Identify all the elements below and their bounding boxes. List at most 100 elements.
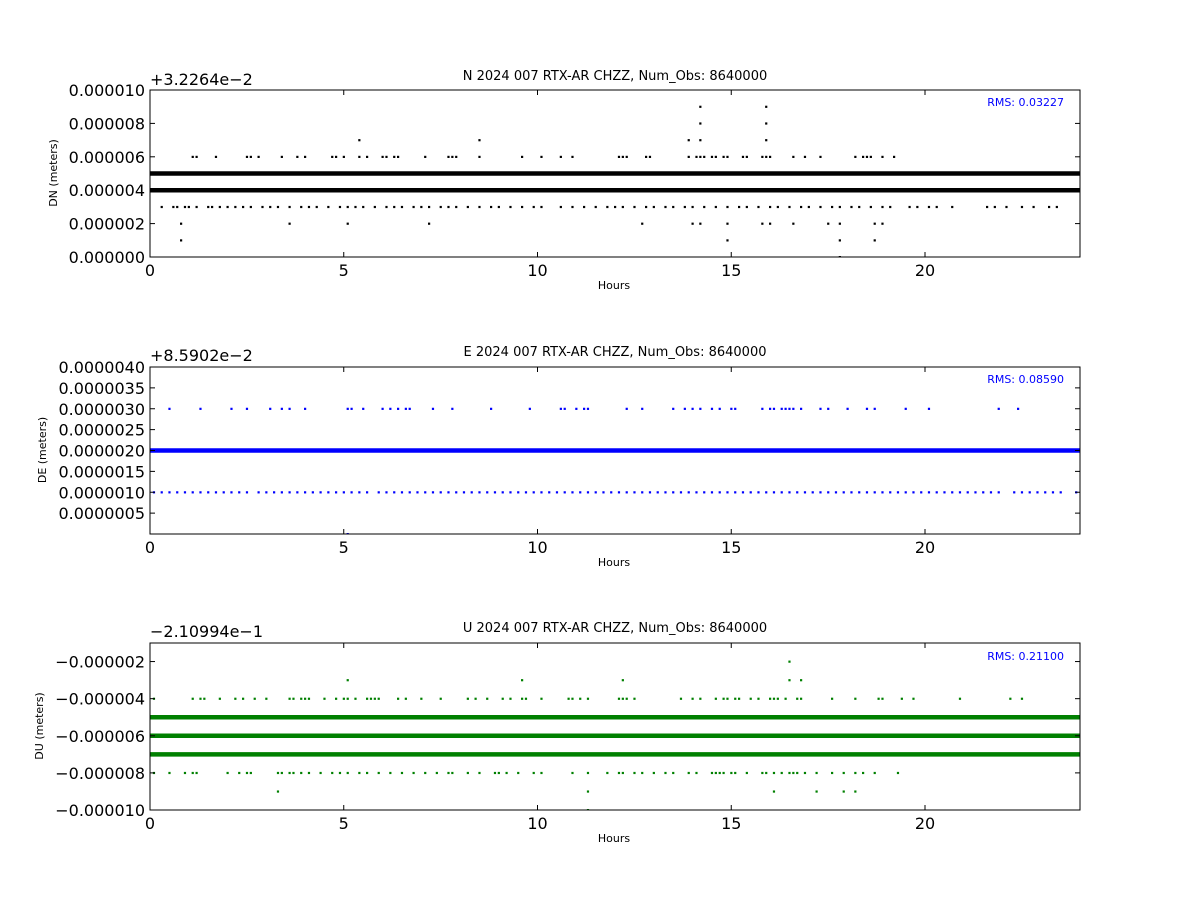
north-data-point	[722, 155, 725, 158]
east-data-point	[517, 491, 520, 494]
north-data-point	[699, 105, 702, 108]
east-y-tick-label: 0.0000005	[58, 504, 145, 523]
east-ylabel: DE (meters)	[36, 417, 49, 483]
north-offset-label: +3.2264e−2	[150, 70, 253, 89]
east-data-point	[168, 407, 171, 410]
up-data-point	[191, 697, 194, 700]
north-data-point	[257, 155, 260, 158]
north-x-tick-label: 20	[915, 261, 935, 280]
up-offset-label: −2.10994e−1	[150, 622, 263, 641]
up-data-point	[377, 697, 380, 700]
up-data-point	[772, 697, 776, 700]
east-data-point	[319, 491, 322, 494]
east-data-point	[811, 491, 814, 494]
north-data-point	[765, 122, 768, 125]
east-data-point	[641, 407, 644, 410]
north-data-point	[187, 205, 190, 209]
east-data-point	[935, 491, 938, 494]
north-data-point	[261, 205, 264, 209]
east-data-point	[381, 407, 384, 410]
east-data-point	[827, 407, 830, 410]
north-data-point	[865, 155, 869, 158]
north-data-point	[207, 205, 210, 209]
up-data-point	[788, 679, 791, 682]
north-data-point	[338, 205, 342, 209]
up-data-point	[369, 697, 373, 700]
up-data-point	[466, 771, 469, 775]
north-data-point	[195, 155, 198, 158]
north-data-point	[1005, 205, 1008, 209]
east-data-point	[555, 491, 559, 494]
north-data-point	[300, 205, 303, 209]
up-data-point	[633, 697, 636, 700]
up-data-point	[253, 697, 256, 700]
north-data-point	[617, 155, 621, 158]
east-data-point	[451, 407, 454, 410]
up-data-point	[761, 771, 764, 775]
east-data-point	[927, 407, 931, 410]
up-data-point	[772, 790, 776, 793]
up-data-point	[292, 697, 295, 700]
north-data-point	[226, 205, 229, 209]
east-data-point	[311, 491, 314, 494]
north-data-point	[362, 205, 365, 209]
up-data-point	[505, 771, 508, 775]
up-data-point	[854, 771, 857, 775]
up-data-point	[540, 697, 543, 700]
east-data-point	[238, 491, 241, 494]
north-panel: N 2024 007 RTX-AR CHZZ, Num_Obs: 8640000…	[47, 69, 1081, 292]
up-data-point	[323, 697, 326, 700]
east-data-point	[974, 491, 977, 494]
up-data-point	[652, 771, 655, 775]
up-data-point	[854, 790, 857, 793]
east-data-point	[416, 491, 419, 494]
north-data-point	[559, 205, 562, 209]
east-panel: E 2024 007 RTX-AR CHZZ, Num_Obs: 8640000…	[36, 345, 1081, 569]
north-data-point	[621, 205, 624, 209]
north-data-point	[358, 139, 361, 142]
up-data-point	[331, 771, 334, 775]
up-xlabel: Hours	[598, 832, 630, 845]
east-data-point	[610, 491, 613, 494]
north-data-point	[765, 105, 768, 108]
east-data-point	[873, 407, 876, 410]
north-data-point	[1032, 205, 1035, 209]
east-data-point	[958, 491, 962, 494]
east-data-point	[625, 491, 628, 494]
east-y-tick-label: 0.0000010	[58, 483, 145, 502]
east-data-point	[803, 491, 807, 494]
north-data-point	[509, 205, 512, 209]
up-data-point	[474, 697, 477, 700]
east-data-point	[191, 491, 194, 494]
up-data-point	[641, 771, 644, 775]
north-data-point	[366, 155, 369, 158]
east-data-point	[757, 491, 760, 494]
up-data-point	[679, 697, 683, 700]
up-data-point	[621, 771, 624, 775]
east-data-point	[1017, 407, 1020, 410]
up-data-point	[199, 697, 202, 700]
north-data-point	[664, 205, 667, 209]
north-data-point	[385, 205, 388, 209]
east-y-tick-label: 0.0000020	[58, 442, 145, 461]
north-data-point	[819, 205, 822, 209]
east-data-point	[951, 491, 954, 494]
east-data-point	[400, 491, 404, 494]
up-data-point	[571, 771, 574, 775]
east-data-point	[927, 491, 931, 494]
north-data-point	[927, 205, 931, 209]
east-data-point	[586, 407, 590, 410]
up-data-point	[718, 771, 721, 775]
east-data-point	[579, 491, 582, 494]
up-data-point	[796, 771, 799, 775]
up-data-point	[358, 771, 361, 775]
north-data-point	[420, 205, 423, 209]
north-data-point	[478, 205, 481, 209]
north-data-point	[346, 222, 349, 225]
north-data-point	[769, 222, 772, 225]
north-data-point	[645, 205, 648, 209]
east-data-point	[703, 491, 706, 494]
up-data-point	[342, 697, 345, 700]
east-data-point	[563, 491, 566, 494]
up-data-point	[586, 790, 590, 793]
